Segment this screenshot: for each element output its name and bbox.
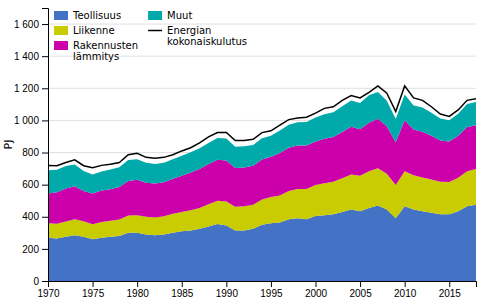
- tick-label: 2015: [439, 288, 462, 299]
- tick: 1975: [82, 281, 105, 299]
- tick-label: 1995: [260, 288, 283, 299]
- legend-item: Liikenne: [54, 25, 115, 36]
- tick-mark: [42, 249, 48, 250]
- tick-label: 2010: [394, 288, 417, 299]
- chart-container: 1970197519801985199019952000200520102015…: [0, 0, 492, 303]
- tick-label: 2000: [305, 288, 328, 299]
- tick-label: 800: [22, 147, 39, 158]
- tick-mark: [182, 281, 183, 287]
- tick-mark: [271, 281, 272, 287]
- chart-svg: 1970197519801985199019952000200520102015…: [0, 0, 492, 303]
- tick-mark: [405, 281, 406, 287]
- tick-mark: [42, 185, 48, 186]
- tick-label: 1970: [37, 288, 60, 299]
- axis-title: PJ: [2, 140, 15, 150]
- tick-label: 1 400: [14, 51, 39, 62]
- line: [48, 86, 476, 168]
- tick-mark: [316, 281, 317, 287]
- tick-mark: [42, 56, 48, 57]
- tick: 2015: [439, 281, 462, 299]
- tick-mark: [42, 120, 48, 121]
- tick-label: 1980: [127, 288, 150, 299]
- tick-label: 0: [33, 276, 39, 287]
- tick-mark: [42, 88, 48, 89]
- tick-label: 600: [22, 179, 39, 190]
- grid-line: [48, 88, 476, 89]
- tick: 0: [33, 276, 48, 287]
- tick: 1 400: [14, 51, 48, 62]
- legend-label: Muut: [167, 10, 192, 21]
- tick-label: 2005: [349, 288, 372, 299]
- tick-mark: [42, 217, 48, 218]
- tick-mark: [42, 153, 48, 154]
- tick-label: 200: [22, 244, 39, 255]
- plot-area: [48, 86, 476, 281]
- tick: 2010: [394, 281, 417, 299]
- legend-label: Rakennustenlämmitys: [73, 40, 138, 62]
- tick-label: 1 200: [14, 83, 39, 94]
- tick-mark: [449, 281, 450, 287]
- tick-label: 400: [22, 211, 39, 222]
- axis-line: [42, 9, 49, 282]
- area: [48, 92, 476, 193]
- tick: 2005: [349, 281, 372, 299]
- legend-swatch: [54, 26, 68, 35]
- x-axis: 1970 1975 1980 1985 1990 1995 2000 2005 2010 2015: [37, 281, 476, 299]
- tick-mark: [137, 281, 138, 287]
- tick: 800: [22, 147, 48, 158]
- tick-label: 1 000: [14, 115, 39, 126]
- tick: 1970: [37, 281, 60, 299]
- tick-label: 1990: [216, 288, 239, 299]
- axis-line: [49, 282, 477, 288]
- legend-item: Rakennustenlämmitys: [54, 40, 138, 62]
- tick-mark: [360, 281, 361, 287]
- tick: 1980: [127, 281, 150, 299]
- legend-item: Teollisuus: [54, 10, 121, 21]
- tick: 600: [22, 179, 48, 190]
- tick: 1985: [171, 281, 194, 299]
- legend-item: Muut: [148, 10, 192, 21]
- grid: [48, 24, 476, 281]
- legend-swatch: [148, 11, 162, 20]
- tick-mark: [226, 281, 227, 287]
- tick-mark: [42, 281, 48, 282]
- legend-swatch: [148, 30, 162, 32]
- legend-swatch: [54, 41, 68, 50]
- tick: 400: [22, 211, 48, 222]
- tick-label: 1975: [82, 288, 105, 299]
- tick: 1 200: [14, 83, 48, 94]
- legend-label: Liikenne: [73, 25, 115, 36]
- tick-mark: [42, 24, 48, 25]
- legend-item: Energiankokonaiskulutus: [148, 25, 247, 47]
- tick-label: 1985: [171, 288, 194, 299]
- tick-label: 1 600: [14, 19, 39, 30]
- tick: 2000: [305, 281, 328, 299]
- tick: 200: [22, 244, 48, 255]
- legend: Teollisuus Liikenne Rakennustenlämmitys Muu…: [54, 10, 247, 62]
- tick: 1 000: [14, 115, 48, 126]
- legend-label: Teollisuus: [72, 10, 121, 21]
- tick: 1995: [260, 281, 283, 299]
- tick-mark: [93, 281, 94, 287]
- legend-swatch: [54, 11, 68, 20]
- y-axis: 0 200 400 600 800 1 000 1 200 1 400 1 600: [14, 9, 49, 287]
- tick: 1990: [216, 281, 239, 299]
- tick: 1 600: [14, 19, 48, 30]
- legend-label: Energiankokonaiskulutus: [167, 25, 247, 47]
